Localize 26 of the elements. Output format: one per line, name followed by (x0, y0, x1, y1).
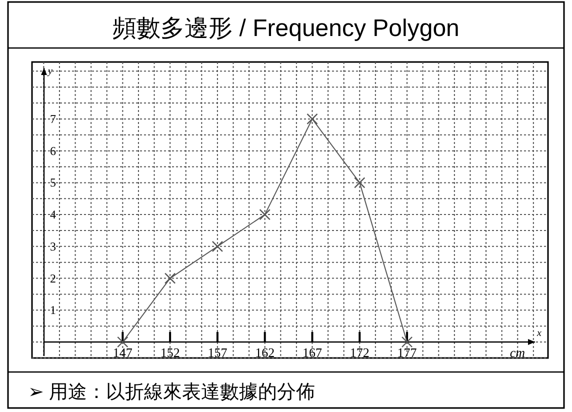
point (117, 336, 128, 348)
y-tick-label: 6 (50, 144, 56, 158)
y-tick-label: 7 (50, 112, 56, 126)
point (354, 177, 366, 188)
text: ➢ 用途：以折線來表達數據的分佈 (28, 382, 316, 403)
point (306, 113, 318, 125)
x-tick-label: 152 (160, 345, 180, 360)
text: cm (510, 345, 525, 360)
x-axis-title: x (536, 328, 542, 339)
chart-title: 頻數多邊形 / Frequency Polygon (112, 15, 460, 42)
y-tick-label: 2 (50, 271, 56, 286)
y-tick-label: 5 (50, 176, 56, 190)
x-tick-label: 157 (208, 345, 228, 360)
y-tick-label: 4 (50, 208, 56, 222)
point (212, 240, 224, 252)
y-axis-title: y (47, 66, 53, 77)
y-tick-label: 1 (50, 303, 56, 318)
y-tick-label: 3 (50, 239, 56, 254)
x-tick-label: 172 (350, 345, 370, 360)
x-tick-label: 177 (397, 345, 418, 360)
x-tick-label: 162 (255, 345, 275, 360)
x-tick-label: 147 (112, 345, 133, 360)
point (164, 272, 176, 284)
point (259, 208, 270, 220)
point (401, 336, 413, 348)
x-tick-label: 167 (302, 345, 322, 360)
